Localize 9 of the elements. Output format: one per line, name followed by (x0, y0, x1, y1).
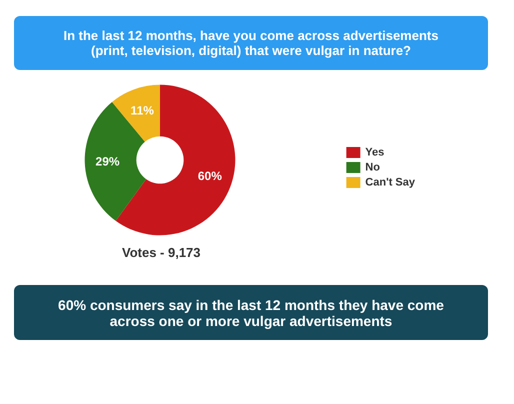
data-label: 60% (198, 169, 222, 184)
legend-label: No (365, 162, 380, 174)
chart-title: In the last 12 months, have you come across advertisements (print, television, digital) that were vulgar in nature? (14, 16, 488, 70)
data-label: 11% (130, 104, 154, 118)
legend-label: Can't Say (365, 176, 416, 188)
text: Votes - 9,173 (122, 245, 201, 260)
data-label: 29% (96, 154, 120, 169)
text: 60% consumers say in the last 12 months they have come across one or more vulgar advertisements (14, 285, 488, 340)
legend-label: Yes (365, 146, 384, 158)
